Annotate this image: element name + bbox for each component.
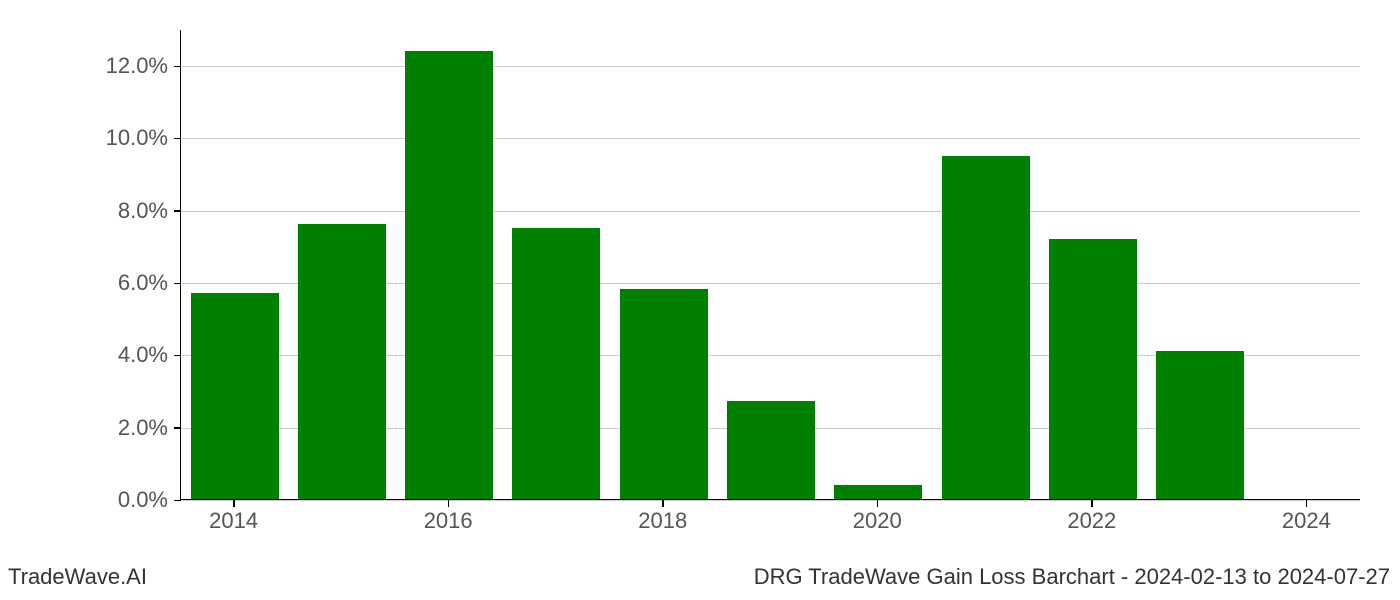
x-tick-label: 2018	[638, 508, 687, 534]
bar	[298, 224, 386, 499]
y-tick-mark	[174, 283, 181, 285]
x-tick-mark	[448, 500, 450, 507]
y-tick-mark	[174, 66, 181, 68]
bar	[834, 485, 922, 499]
gridline	[181, 211, 1360, 212]
bar	[512, 228, 600, 499]
y-tick-label: 2.0%	[118, 415, 168, 441]
x-tick-label: 2014	[209, 508, 258, 534]
y-tick-mark	[174, 500, 181, 502]
x-tick-mark	[1091, 500, 1093, 507]
y-tick-label: 4.0%	[118, 342, 168, 368]
y-tick-label: 12.0%	[106, 53, 168, 79]
y-tick-mark	[174, 210, 181, 212]
y-tick-label: 8.0%	[118, 198, 168, 224]
bar	[620, 289, 708, 499]
x-tick-label: 2022	[1067, 508, 1116, 534]
bar	[942, 156, 1030, 499]
gridline	[181, 66, 1360, 67]
bar	[405, 51, 493, 499]
footer-right-text: DRG TradeWave Gain Loss Barchart - 2024-…	[754, 564, 1390, 590]
x-tick-label: 2024	[1282, 508, 1331, 534]
y-tick-mark	[174, 427, 181, 429]
y-tick-label: 0.0%	[118, 487, 168, 513]
y-tick-label: 6.0%	[118, 270, 168, 296]
bar	[191, 293, 279, 499]
chart-container: 0.0%2.0%4.0%6.0%8.0%10.0%12.0% 201420162…	[130, 30, 1360, 530]
bar	[727, 401, 815, 499]
y-tick-label: 10.0%	[106, 125, 168, 151]
footer-left-text: TradeWave.AI	[8, 564, 147, 590]
y-tick-mark	[174, 138, 181, 140]
y-tick-mark	[174, 355, 181, 357]
x-tick-mark	[1306, 500, 1308, 507]
plot-area	[180, 30, 1360, 500]
gridline	[181, 138, 1360, 139]
x-tick-mark	[662, 500, 664, 507]
bar	[1156, 351, 1244, 499]
x-tick-mark	[877, 500, 879, 507]
bar	[1049, 239, 1137, 499]
x-tick-label: 2016	[424, 508, 473, 534]
x-tick-label: 2020	[853, 508, 902, 534]
x-tick-mark	[233, 500, 235, 507]
gridline	[181, 500, 1360, 501]
